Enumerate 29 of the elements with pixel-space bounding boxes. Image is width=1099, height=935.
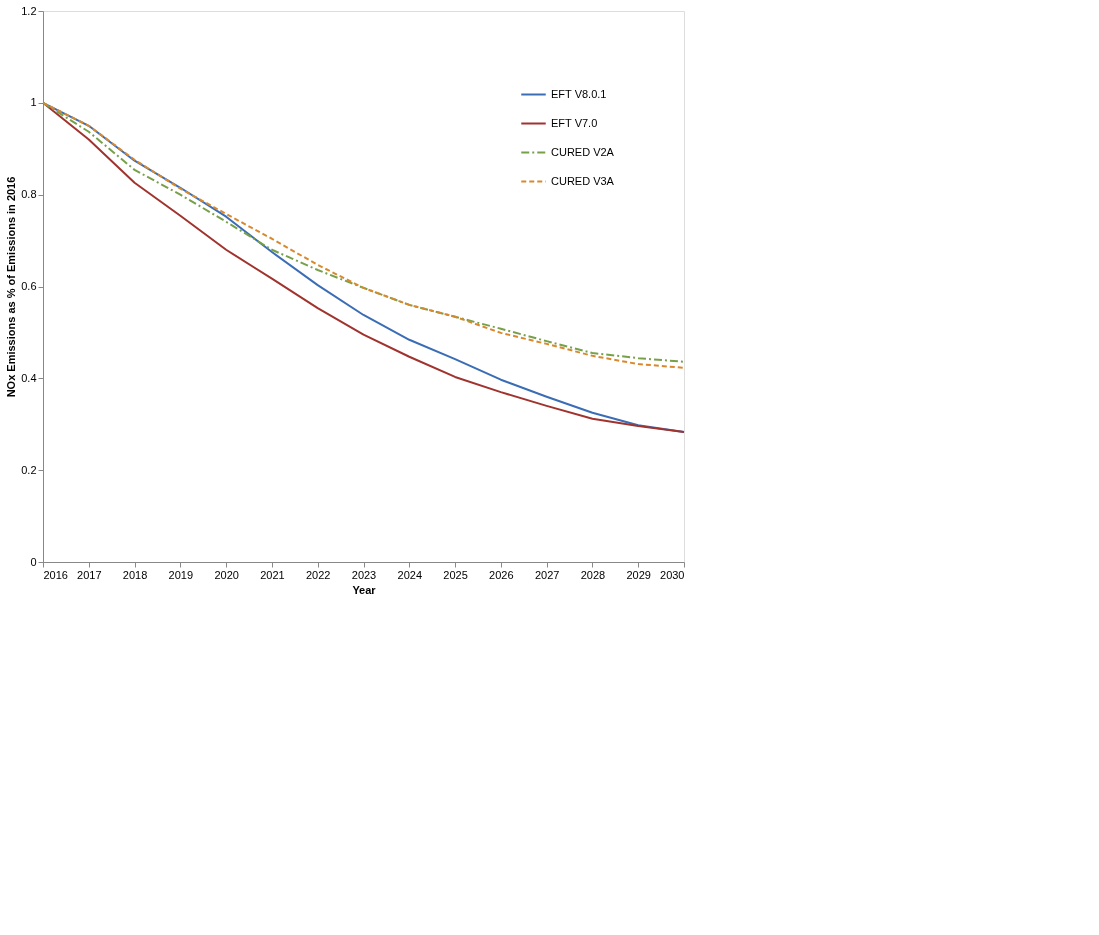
legend-label: CURED V2A [551,145,615,158]
x-tick-label: 2019 [168,568,194,581]
y-tick-label: 1.2 [21,4,37,17]
x-tick-label: 2017 [77,568,102,581]
x-tick-label: 2020 [214,568,239,581]
y-axis-title: NOx Emissions as % of Emissions in 2016 [5,176,18,398]
y-tick-label: 0.4 [21,371,37,384]
y-tick-label: 0.2 [21,463,37,476]
x-axis-title: Year [352,583,377,596]
y-tick-label: 0 [30,555,37,568]
legend-label: CURED V3A [551,174,615,187]
x-tick-label: 2025 [443,568,468,581]
x-tick-label: 2026 [489,568,514,581]
x-tick-label: 2029 [626,568,651,581]
x-tick-label: 2016 [43,568,68,581]
y-tick-label: 0.8 [21,188,37,201]
x-tick-label: 2030 [660,568,685,581]
y-tick-label: 1 [30,96,37,109]
x-tick-label: 2024 [397,568,423,581]
x-tick-label: 2027 [534,568,560,581]
y-tick-label: 0.6 [21,280,37,292]
x-tick-label: 2021 [260,568,285,581]
legend-label: EFT V7.0 [551,116,598,129]
x-tick-label: 2028 [580,568,606,581]
x-tick-label: 2022 [305,568,331,581]
x-tick-label: 2018 [122,568,148,581]
x-tick-label: 2023 [351,568,377,581]
line-series [42,101,685,434]
legend-label: EFT V8.0.1 [551,87,607,100]
